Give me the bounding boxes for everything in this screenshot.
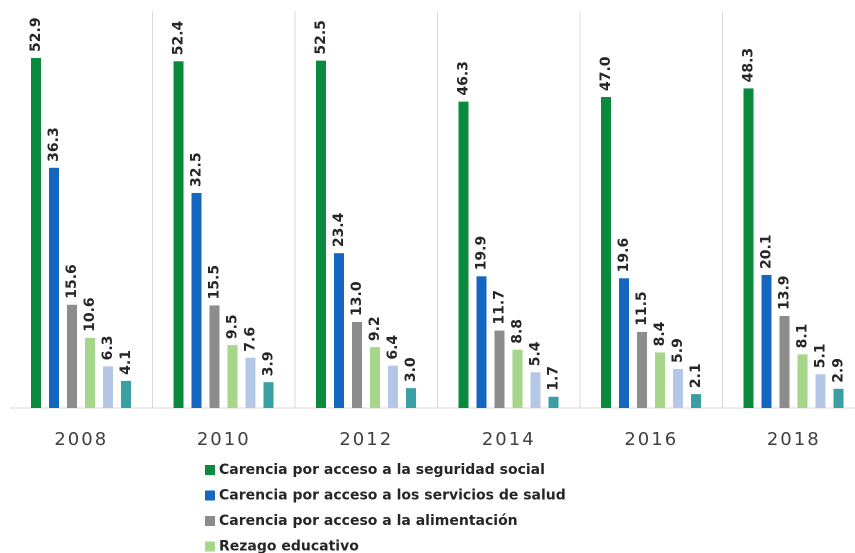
- bar: [797, 354, 808, 408]
- data-label: 48.3: [741, 48, 757, 83]
- data-label: 11.7: [492, 290, 508, 325]
- data-label: 13.9: [777, 275, 793, 310]
- data-label: 8.4: [652, 321, 668, 346]
- data-label: 20.1: [759, 234, 775, 269]
- bar: [352, 321, 362, 408]
- legend-label: Carencia por acceso a la seguridad socia…: [219, 462, 545, 478]
- data-label: 2.1: [688, 363, 704, 388]
- data-label: 1.7: [546, 366, 562, 391]
- legend-swatch: [205, 490, 215, 501]
- data-label: 23.4: [331, 212, 347, 247]
- bar: [815, 374, 826, 408]
- bar: [761, 275, 772, 408]
- data-label: 6.4: [385, 335, 401, 360]
- data-label: 52.5: [313, 20, 329, 55]
- data-label: 8.1: [795, 324, 811, 349]
- data-label: 11.5: [634, 291, 650, 326]
- data-label: 36.3: [46, 127, 62, 162]
- legend-swatch: [205, 465, 215, 475]
- bar: [191, 192, 202, 408]
- legend-swatch: [205, 516, 215, 526]
- bar: [476, 276, 487, 408]
- x-tick-label: 2010: [197, 429, 251, 450]
- bar: [601, 97, 611, 409]
- bar: [548, 396, 559, 408]
- x-tick-label: 2014: [482, 429, 536, 450]
- data-label: 9.5: [225, 314, 241, 339]
- data-label: 32.5: [189, 152, 205, 187]
- bar: [512, 349, 523, 408]
- data-label: 2.9: [831, 358, 847, 383]
- bar: [530, 372, 541, 408]
- data-label: 13.0: [349, 281, 365, 316]
- bar: [637, 331, 647, 408]
- bar: [655, 352, 665, 408]
- legend-label: Carencia por acceso a la alimentación: [219, 513, 518, 529]
- x-tick-label: 2008: [54, 429, 108, 450]
- data-label: 15.5: [207, 265, 223, 300]
- data-label: 5.4: [528, 341, 544, 366]
- data-label: 5.9: [670, 338, 686, 363]
- legend-swatch: [205, 541, 215, 552]
- bar: [316, 60, 326, 408]
- bar: [67, 304, 77, 408]
- bar: [691, 394, 701, 408]
- x-tick-label: 2018: [767, 429, 821, 450]
- bar: [370, 347, 380, 408]
- bar: [85, 337, 95, 408]
- bar: [494, 330, 505, 408]
- bar: [263, 382, 274, 408]
- legend-label: Carencia por acceso a los servicios de s…: [219, 488, 566, 504]
- data-label: 6.3: [100, 336, 116, 361]
- data-label: 9.2: [367, 316, 383, 341]
- data-label: 46.3: [456, 61, 472, 96]
- bar: [458, 101, 469, 409]
- bar: [673, 368, 683, 408]
- bar: [779, 316, 790, 408]
- data-label: 5.1: [813, 343, 829, 368]
- data-label: 15.6: [64, 264, 80, 299]
- legend-label: Rezago educativo: [219, 539, 359, 553]
- bar: [31, 57, 41, 408]
- data-label: 52.4: [171, 20, 187, 55]
- bar: [49, 167, 59, 408]
- bar: [833, 388, 844, 408]
- data-label: 7.6: [243, 327, 259, 352]
- data-label: 8.8: [510, 319, 526, 344]
- data-label: 3.0: [403, 357, 419, 382]
- x-tick-label: 2016: [624, 429, 678, 450]
- data-label: 19.6: [616, 238, 632, 273]
- bar: [388, 365, 398, 408]
- bar: [619, 278, 629, 408]
- bar: [406, 388, 416, 408]
- data-label: 47.0: [598, 56, 614, 91]
- data-label: 10.6: [82, 297, 98, 332]
- bar: [209, 305, 220, 408]
- data-label: 19.9: [474, 236, 490, 271]
- bar: [173, 61, 184, 408]
- bar: [245, 357, 256, 408]
- bar: [743, 88, 754, 408]
- bar: [334, 253, 344, 408]
- data-label: 4.1: [118, 350, 134, 375]
- bar: [103, 366, 113, 408]
- bar: [121, 380, 131, 408]
- data-label: 3.9: [261, 351, 277, 376]
- bar: [227, 345, 238, 408]
- data-label: 52.9: [28, 17, 44, 52]
- x-tick-label: 2012: [339, 429, 393, 450]
